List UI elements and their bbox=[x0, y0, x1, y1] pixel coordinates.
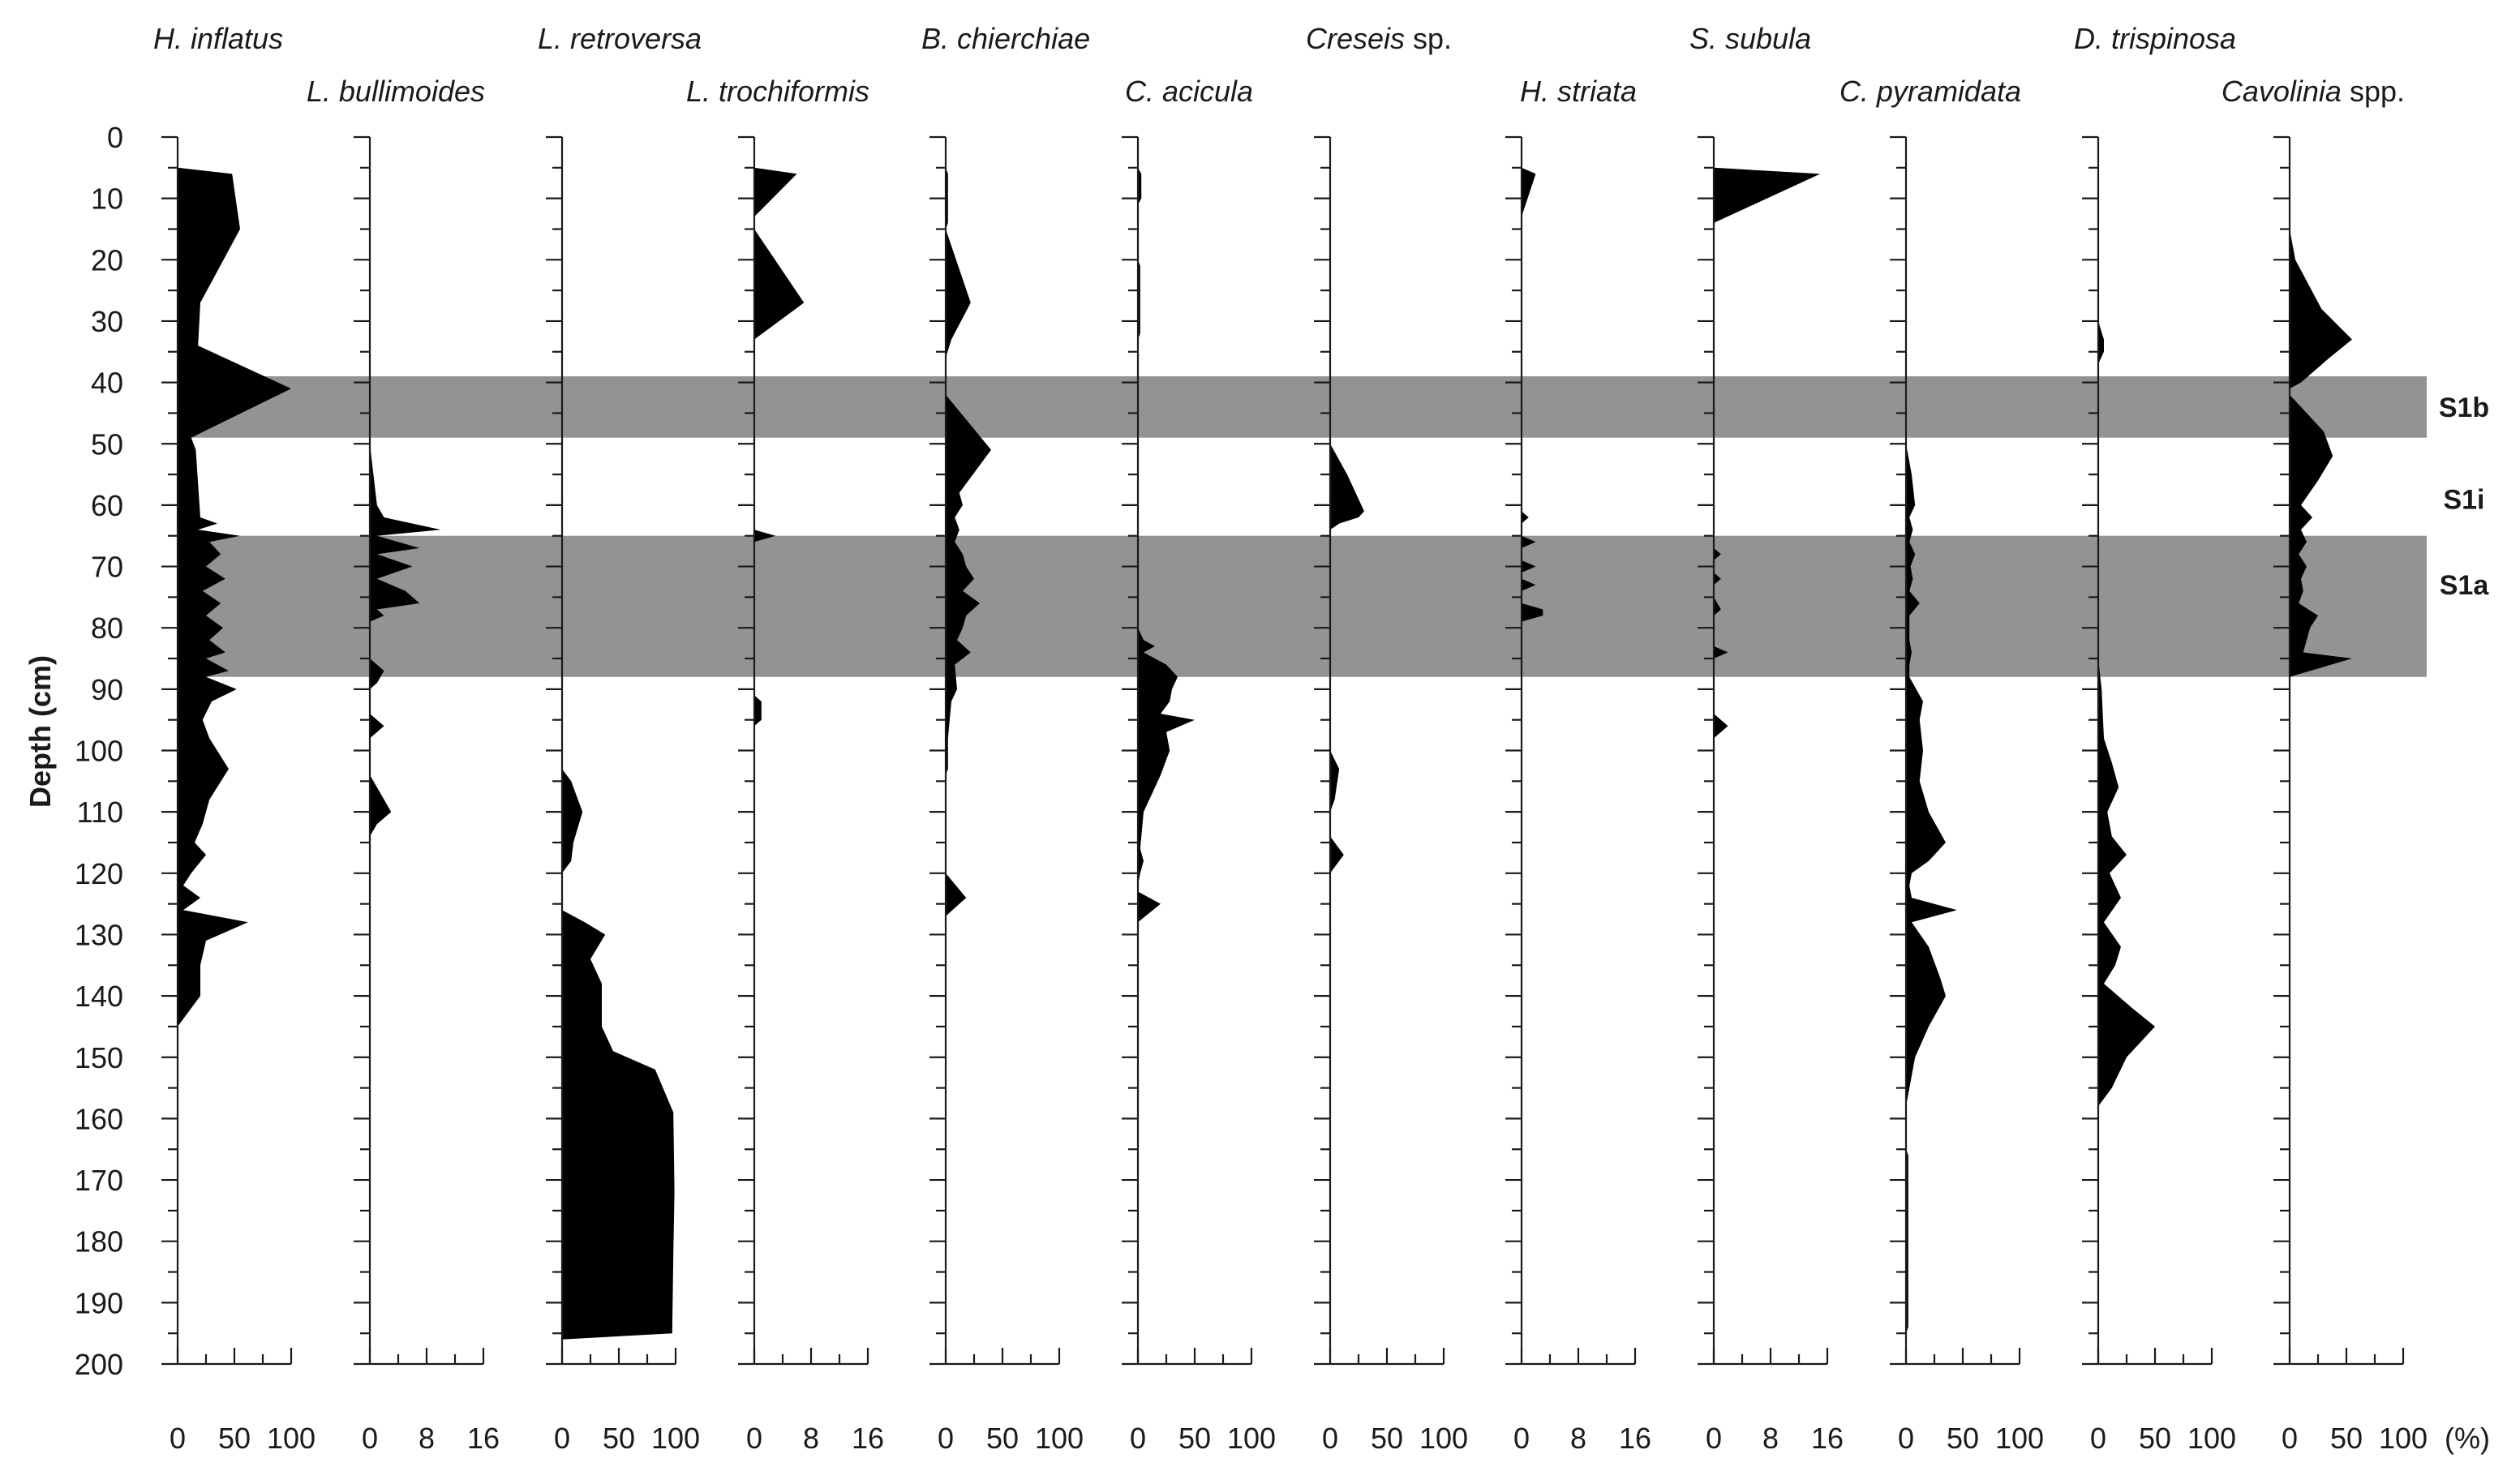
x-tick-label: 100 bbox=[2379, 1422, 2428, 1455]
depth-tick-label: 0 bbox=[107, 121, 123, 154]
x-tick-label: 0 bbox=[938, 1422, 954, 1455]
depth-tick-label: 50 bbox=[91, 427, 123, 461]
x-tick-label: 100 bbox=[1035, 1422, 1084, 1455]
depth-tick-label: 160 bbox=[75, 1102, 123, 1135]
profile-l-bullimoides bbox=[370, 444, 441, 837]
species-label-l-trochiformis: L. trochiformis bbox=[686, 75, 869, 108]
species-label-b-chierchiae: B. chierchiae bbox=[921, 22, 1090, 55]
band-label-s1i: S1i bbox=[2443, 484, 2484, 515]
y-axis-title: Depth (cm) bbox=[24, 655, 57, 808]
profile-l-trochiformis bbox=[754, 167, 805, 727]
unit-label: (%) bbox=[2445, 1422, 2490, 1455]
depth-tick-label: 20 bbox=[91, 243, 123, 277]
profile-l-retroversa bbox=[562, 769, 675, 1340]
band-label-s1b: S1b bbox=[2439, 392, 2489, 423]
x-tick-label: 0 bbox=[1513, 1422, 1530, 1455]
profile-h-inflatus bbox=[178, 167, 291, 1027]
x-tick-label: 0 bbox=[170, 1422, 186, 1455]
species-label-s-subula: S. subula bbox=[1689, 22, 1811, 55]
band-s1a bbox=[178, 535, 2427, 677]
x-tick-label: 16 bbox=[467, 1422, 500, 1455]
depth-tick-label: 10 bbox=[91, 182, 123, 216]
band-s1b bbox=[178, 376, 2427, 438]
species-label-c-pyramidata: C. pyramidata bbox=[1839, 75, 2021, 108]
profile-c-acicula bbox=[1138, 167, 1195, 923]
x-tick-label: 8 bbox=[1570, 1422, 1586, 1455]
x-tick-label: 8 bbox=[803, 1422, 819, 1455]
x-tick-label: 0 bbox=[2282, 1422, 2298, 1455]
species-label-c-acicula: C. acicula bbox=[1125, 75, 1253, 108]
x-tick-label: 50 bbox=[1947, 1422, 1979, 1455]
depth-tick-label: 100 bbox=[75, 735, 123, 768]
profile-d-trispinosa bbox=[2098, 320, 2155, 1107]
sapropel-bands bbox=[178, 376, 2427, 677]
species-label-h-striata: H. striata bbox=[1520, 75, 1637, 108]
species-label-l-bullimoides: L. bullimoides bbox=[307, 75, 485, 108]
x-tick-label: 0 bbox=[1130, 1422, 1146, 1455]
depth-tick-label: 60 bbox=[91, 489, 123, 522]
x-tick-label: 0 bbox=[1706, 1422, 1722, 1455]
band-label-s1a: S1a bbox=[2440, 570, 2490, 601]
depth-tick-label: 120 bbox=[75, 857, 123, 890]
x-tick-label: 50 bbox=[1178, 1422, 1211, 1455]
x-tick-label: 50 bbox=[2139, 1422, 2171, 1455]
x-tick-label: 50 bbox=[218, 1422, 251, 1455]
depth-tick-label: 140 bbox=[75, 980, 123, 1013]
x-tick-label: 0 bbox=[1322, 1422, 1338, 1455]
x-tick-label: 50 bbox=[603, 1422, 635, 1455]
profile-b-chierchiae bbox=[946, 167, 991, 916]
profile-c-pyramidata bbox=[1906, 444, 1957, 1334]
x-tick-label: 100 bbox=[651, 1422, 700, 1455]
x-tick-label: 0 bbox=[554, 1422, 570, 1455]
x-tick-label: 100 bbox=[1995, 1422, 2044, 1455]
depth-tick-label: 90 bbox=[91, 673, 123, 706]
axes bbox=[161, 135, 2405, 1366]
depth-tick-label: 70 bbox=[91, 551, 123, 584]
x-tick-label: 50 bbox=[986, 1422, 1019, 1455]
species-label-d-trispinosa: D. trispinosa bbox=[2074, 22, 2236, 55]
depth-tick-label: 130 bbox=[75, 918, 123, 951]
x-tick-label: 100 bbox=[1227, 1422, 1276, 1455]
species-label-creseis-sp: Creseis sp. bbox=[1306, 22, 1452, 55]
depth-tick-label: 200 bbox=[75, 1348, 123, 1381]
depth-tick-label: 30 bbox=[91, 305, 123, 338]
profile-creseis-sp bbox=[1330, 444, 1364, 873]
x-tick-label: 16 bbox=[852, 1422, 884, 1455]
profile-cavolinia-spp bbox=[2290, 167, 2352, 677]
species-label-cavolinia-spp: Cavolinia spp. bbox=[2222, 75, 2405, 108]
depth-tick-label: 180 bbox=[75, 1225, 123, 1259]
x-tick-label: 0 bbox=[746, 1422, 762, 1455]
x-tick-label: 16 bbox=[1811, 1422, 1844, 1455]
x-tick-label: 0 bbox=[2090, 1422, 2106, 1455]
depth-tick-label: 150 bbox=[75, 1041, 123, 1074]
x-tick-label: 8 bbox=[419, 1422, 435, 1455]
species-label-h-inflatus: H. inflatus bbox=[153, 22, 283, 55]
depth-tick-label: 40 bbox=[91, 367, 123, 400]
x-tick-label: 0 bbox=[362, 1422, 378, 1455]
x-tick-label: 50 bbox=[1371, 1422, 1403, 1455]
species-label-l-retroversa: L. retroversa bbox=[538, 22, 702, 55]
x-tick-label: 0 bbox=[1898, 1422, 1914, 1455]
x-tick-label: 8 bbox=[1762, 1422, 1779, 1455]
x-tick-label: 100 bbox=[1419, 1422, 1468, 1455]
x-tick-label: 100 bbox=[2187, 1422, 2236, 1455]
labels: S1bS1iS1a0102030405060708090100110120130… bbox=[75, 22, 2489, 1455]
abundance-profiles bbox=[178, 167, 2352, 1340]
x-tick-label: 50 bbox=[2330, 1422, 2363, 1455]
depth-tick-label: 110 bbox=[77, 796, 123, 829]
depth-tick-label: 190 bbox=[75, 1286, 123, 1319]
x-tick-label: 100 bbox=[267, 1422, 316, 1455]
depth-tick-label: 80 bbox=[91, 611, 123, 645]
depth-tick-label: 170 bbox=[75, 1164, 123, 1197]
x-tick-label: 16 bbox=[1619, 1422, 1651, 1455]
